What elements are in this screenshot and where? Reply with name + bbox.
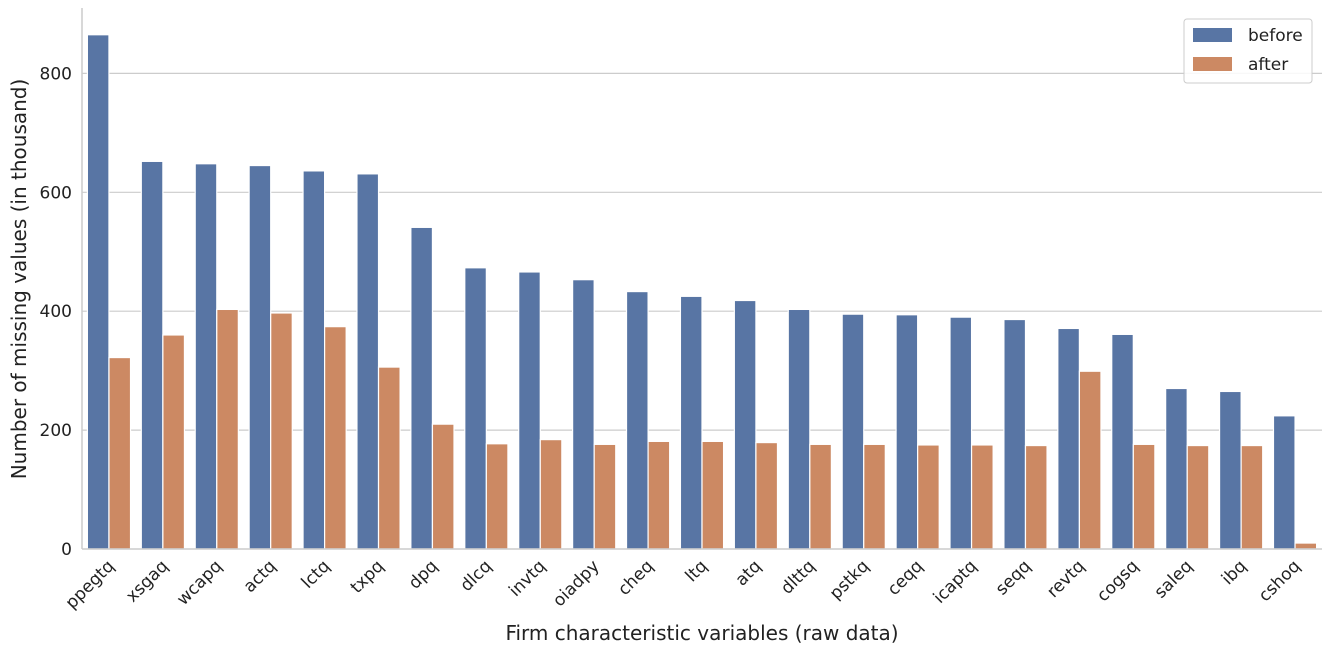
bar-after-dlttq [809, 443, 832, 550]
x-tick-label: seqq [992, 556, 1035, 599]
y-tick-labels: 0 200 400 600 800 [40, 64, 72, 560]
y-tick-label: 0 [61, 540, 72, 560]
bar-after-wcapq [216, 308, 239, 550]
bar-before-ppegtq [86, 34, 110, 550]
bar-after-xsgaq [162, 334, 186, 550]
bar-after-oiadpy [593, 443, 617, 550]
x-tick-label: dlttq [777, 556, 819, 598]
bars-group [86, 34, 1318, 550]
x-tick-label: cogsq [1093, 556, 1143, 606]
bar-after-ibq [1240, 444, 1264, 550]
bar-before-atq [733, 299, 757, 550]
bar-after-ltq [701, 440, 725, 550]
bar-before-cshoq [1272, 415, 1296, 550]
bar-after-revtq [1078, 370, 1102, 550]
bar-after-lctq [324, 326, 347, 550]
x-tick-label: revtq [1043, 556, 1089, 602]
y-tick-label: 800 [40, 64, 72, 84]
bar-before-actq [248, 164, 272, 550]
bar-before-saleq [1165, 387, 1188, 550]
x-tick-label: oiadpy [549, 556, 604, 611]
bar-before-ceqq [895, 314, 919, 550]
bar-before-cogsq [1111, 333, 1134, 550]
legend-swatch-before [1193, 28, 1232, 42]
bar-before-invtq [518, 271, 541, 550]
bar-after-dlcq [485, 443, 509, 550]
bar-before-revtq [1057, 327, 1080, 550]
y-axis-title: Number of missing values (in thousand) [7, 79, 31, 480]
bar-before-lctq [302, 170, 326, 550]
bar-after-cshoq [1294, 542, 1318, 550]
bar-before-txpq [356, 173, 380, 550]
legend-label-before: before [1248, 26, 1303, 46]
x-tick-label: actq [240, 556, 280, 596]
bar-before-xsgaq [140, 160, 164, 550]
bar-before-oiadpy [572, 279, 595, 550]
y-tick-label: 200 [40, 421, 72, 441]
axes [81, 8, 1322, 550]
bar-after-ppegtq [108, 356, 132, 550]
x-tick-label: wcapq [173, 556, 226, 609]
bar-before-cheq [625, 290, 649, 550]
x-tick-label: icaptq [930, 556, 981, 607]
bar-after-dpq [431, 423, 455, 550]
x-tick-label: ibq [1218, 556, 1251, 589]
x-tick-label: invtq [505, 556, 550, 601]
y-tick-label: 400 [40, 302, 72, 322]
x-tick-label: atq [732, 556, 766, 590]
x-tick-label: cheq [614, 556, 657, 599]
bar-before-pstkq [841, 313, 865, 550]
bar-before-ibq [1218, 390, 1242, 550]
legend-swatch-after [1193, 57, 1232, 71]
bar-before-seqq [1003, 318, 1027, 550]
bar-before-dlttq [787, 308, 811, 550]
legend: before after [1183, 18, 1313, 84]
bar-after-ceqq [917, 444, 940, 550]
x-tick-label: saleq [1151, 556, 1197, 602]
bar-after-invtq [539, 439, 563, 550]
bar-after-cogsq [1132, 443, 1156, 550]
x-tick-label: xsgaq [122, 556, 172, 606]
bar-after-pstkq [863, 443, 886, 550]
x-tick-label: txpq [347, 556, 388, 597]
bar-after-seqq [1024, 444, 1048, 550]
x-tick-label: ceqq [884, 556, 927, 599]
x-tick-label: dlcq [457, 556, 496, 595]
y-tick-label: 600 [40, 183, 72, 203]
bar-before-icaptq [949, 316, 973, 550]
x-tick-label: ppegtq [62, 556, 119, 613]
x-axis-title: Firm characteristic variables (raw data) [505, 621, 898, 645]
x-tick-labels: ppegtq xsgaq wcapq actq lctq txpq dpq dlcq invtq… [62, 556, 1305, 613]
bar-after-saleq [1186, 444, 1210, 550]
x-tick-label: lctq [298, 556, 334, 592]
bar-before-dpq [410, 226, 434, 550]
x-tick-label: pstkq [826, 556, 873, 603]
bar-after-actq [270, 312, 293, 550]
bar-before-wcapq [194, 163, 218, 550]
bar-before-ltq [679, 295, 703, 550]
x-tick-label: dpq [405, 556, 442, 593]
bar-after-cheq [647, 440, 671, 550]
bar-after-atq [755, 441, 779, 550]
legend-label-after: after [1248, 55, 1288, 75]
x-tick-label: ltq [682, 556, 712, 586]
bar-before-dlcq [464, 267, 487, 550]
bar-after-txpq [377, 366, 401, 550]
bar-after-icaptq [970, 444, 994, 550]
x-tick-label: cshoq [1255, 556, 1305, 606]
